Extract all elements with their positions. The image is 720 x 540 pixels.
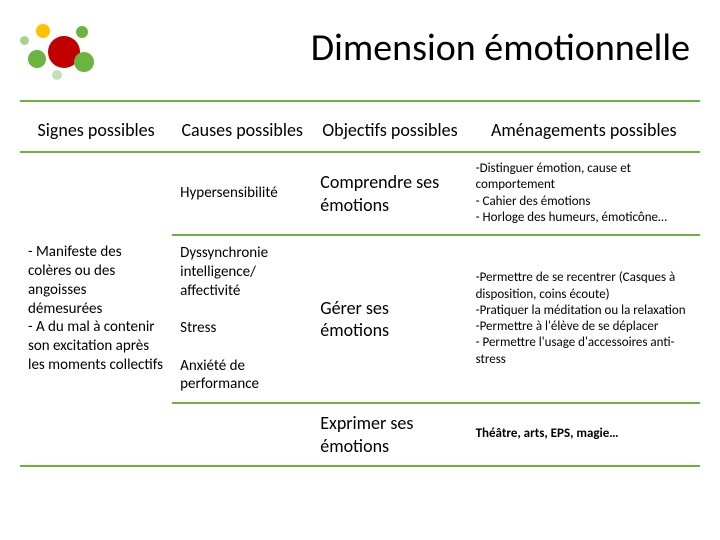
cell-objectif: Exprimer ses émotions [312,403,467,466]
cell-signes: - Manifeste des colères ou des angoisses… [20,152,172,466]
cell-causes [172,403,312,466]
table-row: - Manifeste des colères ou des angoisses… [20,152,700,235]
header-amenagements: Aménagements possibles [468,115,700,152]
cell-amenagements: -Permettre de se recentrer (Casques à di… [468,235,700,403]
content-table: Signes possibles Causes possibles Object… [20,115,700,467]
cell-amenagements: Théâtre, arts, EPS, magie… [468,403,700,466]
logo-circle [52,70,62,80]
header-causes: Causes possibles [172,115,312,152]
page-title: Dimension émotionnelle [0,25,690,71]
cell-objectif: Gérer ses émotions [312,235,467,403]
header-objectifs: Objectifs possibles [312,115,467,152]
cell-causes: Hypersensibilité [172,152,312,235]
title-underline [20,100,700,102]
slide: Dimension émotionnelle Signes possibles … [0,0,720,540]
cell-causes: Dyssynchronie intelligence/ affectivitéS… [172,235,312,403]
cell-amenagements: -Distinguer émotion, cause et comporteme… [468,152,700,235]
table-header-row: Signes possibles Causes possibles Object… [20,115,700,152]
cell-objectif: Comprendre ses émotions [312,152,467,235]
header-signes: Signes possibles [20,115,172,152]
